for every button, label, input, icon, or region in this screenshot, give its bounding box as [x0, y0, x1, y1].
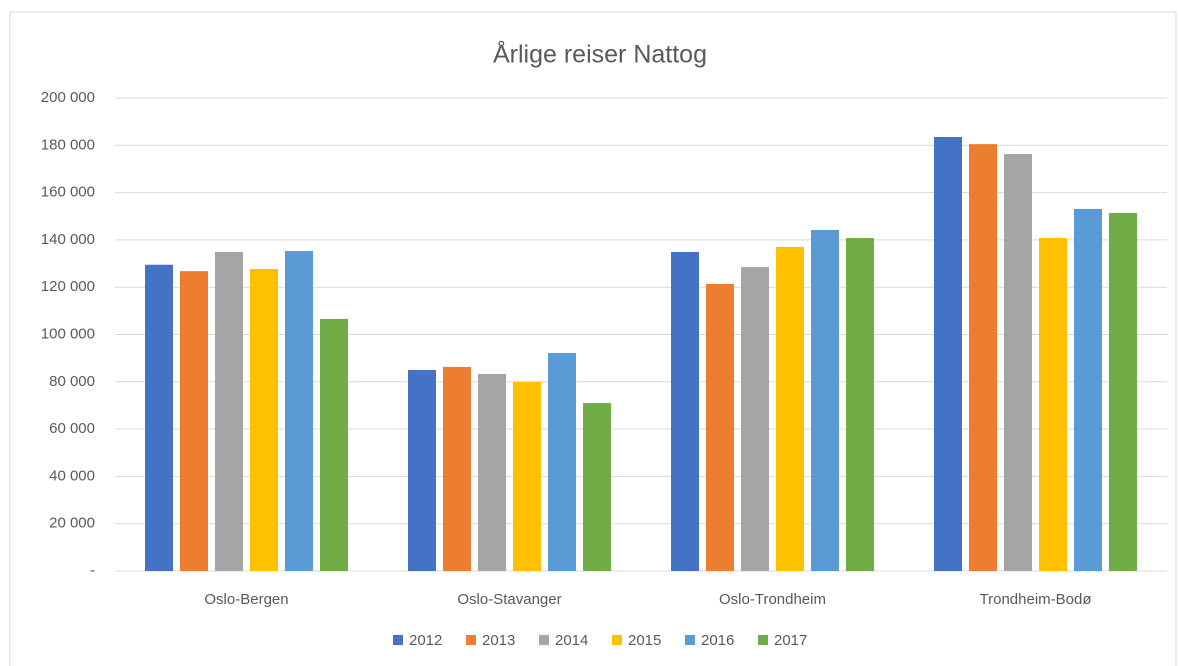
bar	[478, 373, 506, 571]
legend-label: 2015	[628, 632, 661, 649]
bar	[1039, 238, 1067, 571]
bar	[180, 271, 208, 571]
bar	[408, 369, 436, 571]
legend-swatch	[758, 635, 768, 645]
bar	[1109, 212, 1137, 571]
y-tick-label: 80 000	[49, 373, 95, 390]
bar	[250, 268, 278, 571]
y-tick-label: 100 000	[41, 325, 95, 342]
y-tick-label: 160 000	[41, 184, 95, 201]
y-tick-label: 120 000	[41, 278, 95, 295]
y-tick-label: 200 000	[41, 89, 95, 106]
x-tick-label: Oslo-Stavanger	[457, 591, 561, 608]
y-tick-label: 20 000	[49, 515, 95, 532]
bar	[583, 403, 611, 571]
legend-label: 2012	[409, 632, 442, 649]
bar	[741, 267, 769, 571]
x-tick-label: Oslo-Trondheim	[719, 591, 826, 608]
bar	[215, 251, 243, 572]
bar	[846, 238, 874, 571]
bar	[145, 264, 173, 571]
bar	[548, 352, 576, 571]
bar	[776, 246, 804, 571]
legend-swatch	[539, 635, 549, 645]
legend-label: 2014	[555, 632, 588, 649]
y-tick-label: 60 000	[49, 420, 95, 437]
bar	[285, 251, 313, 571]
chart-title: Årlige reiser Nattog	[493, 39, 707, 69]
x-tick-label: Trondheim-Bodø	[980, 591, 1092, 608]
legend-label: 2013	[482, 632, 515, 649]
bar	[969, 144, 997, 571]
y-tick-label: 140 000	[41, 231, 95, 248]
legend-label: 2017	[774, 632, 807, 649]
bar	[1074, 208, 1102, 571]
bar	[513, 382, 541, 571]
legend-swatch	[466, 635, 476, 645]
bar	[811, 229, 839, 572]
y-tick-label: 180 000	[41, 136, 95, 153]
y-tick-label: -	[90, 562, 95, 579]
bar	[443, 366, 471, 571]
bar	[1004, 154, 1032, 571]
bar	[706, 283, 734, 571]
bar	[934, 137, 962, 571]
y-tick-label: 40 000	[49, 467, 95, 484]
legend-swatch	[685, 635, 695, 645]
x-tick-label: Oslo-Bergen	[204, 591, 288, 608]
legend-swatch	[393, 635, 403, 645]
bar	[320, 318, 348, 571]
bar	[671, 251, 699, 572]
legend-label: 2016	[701, 632, 734, 649]
legend-swatch	[612, 635, 622, 645]
